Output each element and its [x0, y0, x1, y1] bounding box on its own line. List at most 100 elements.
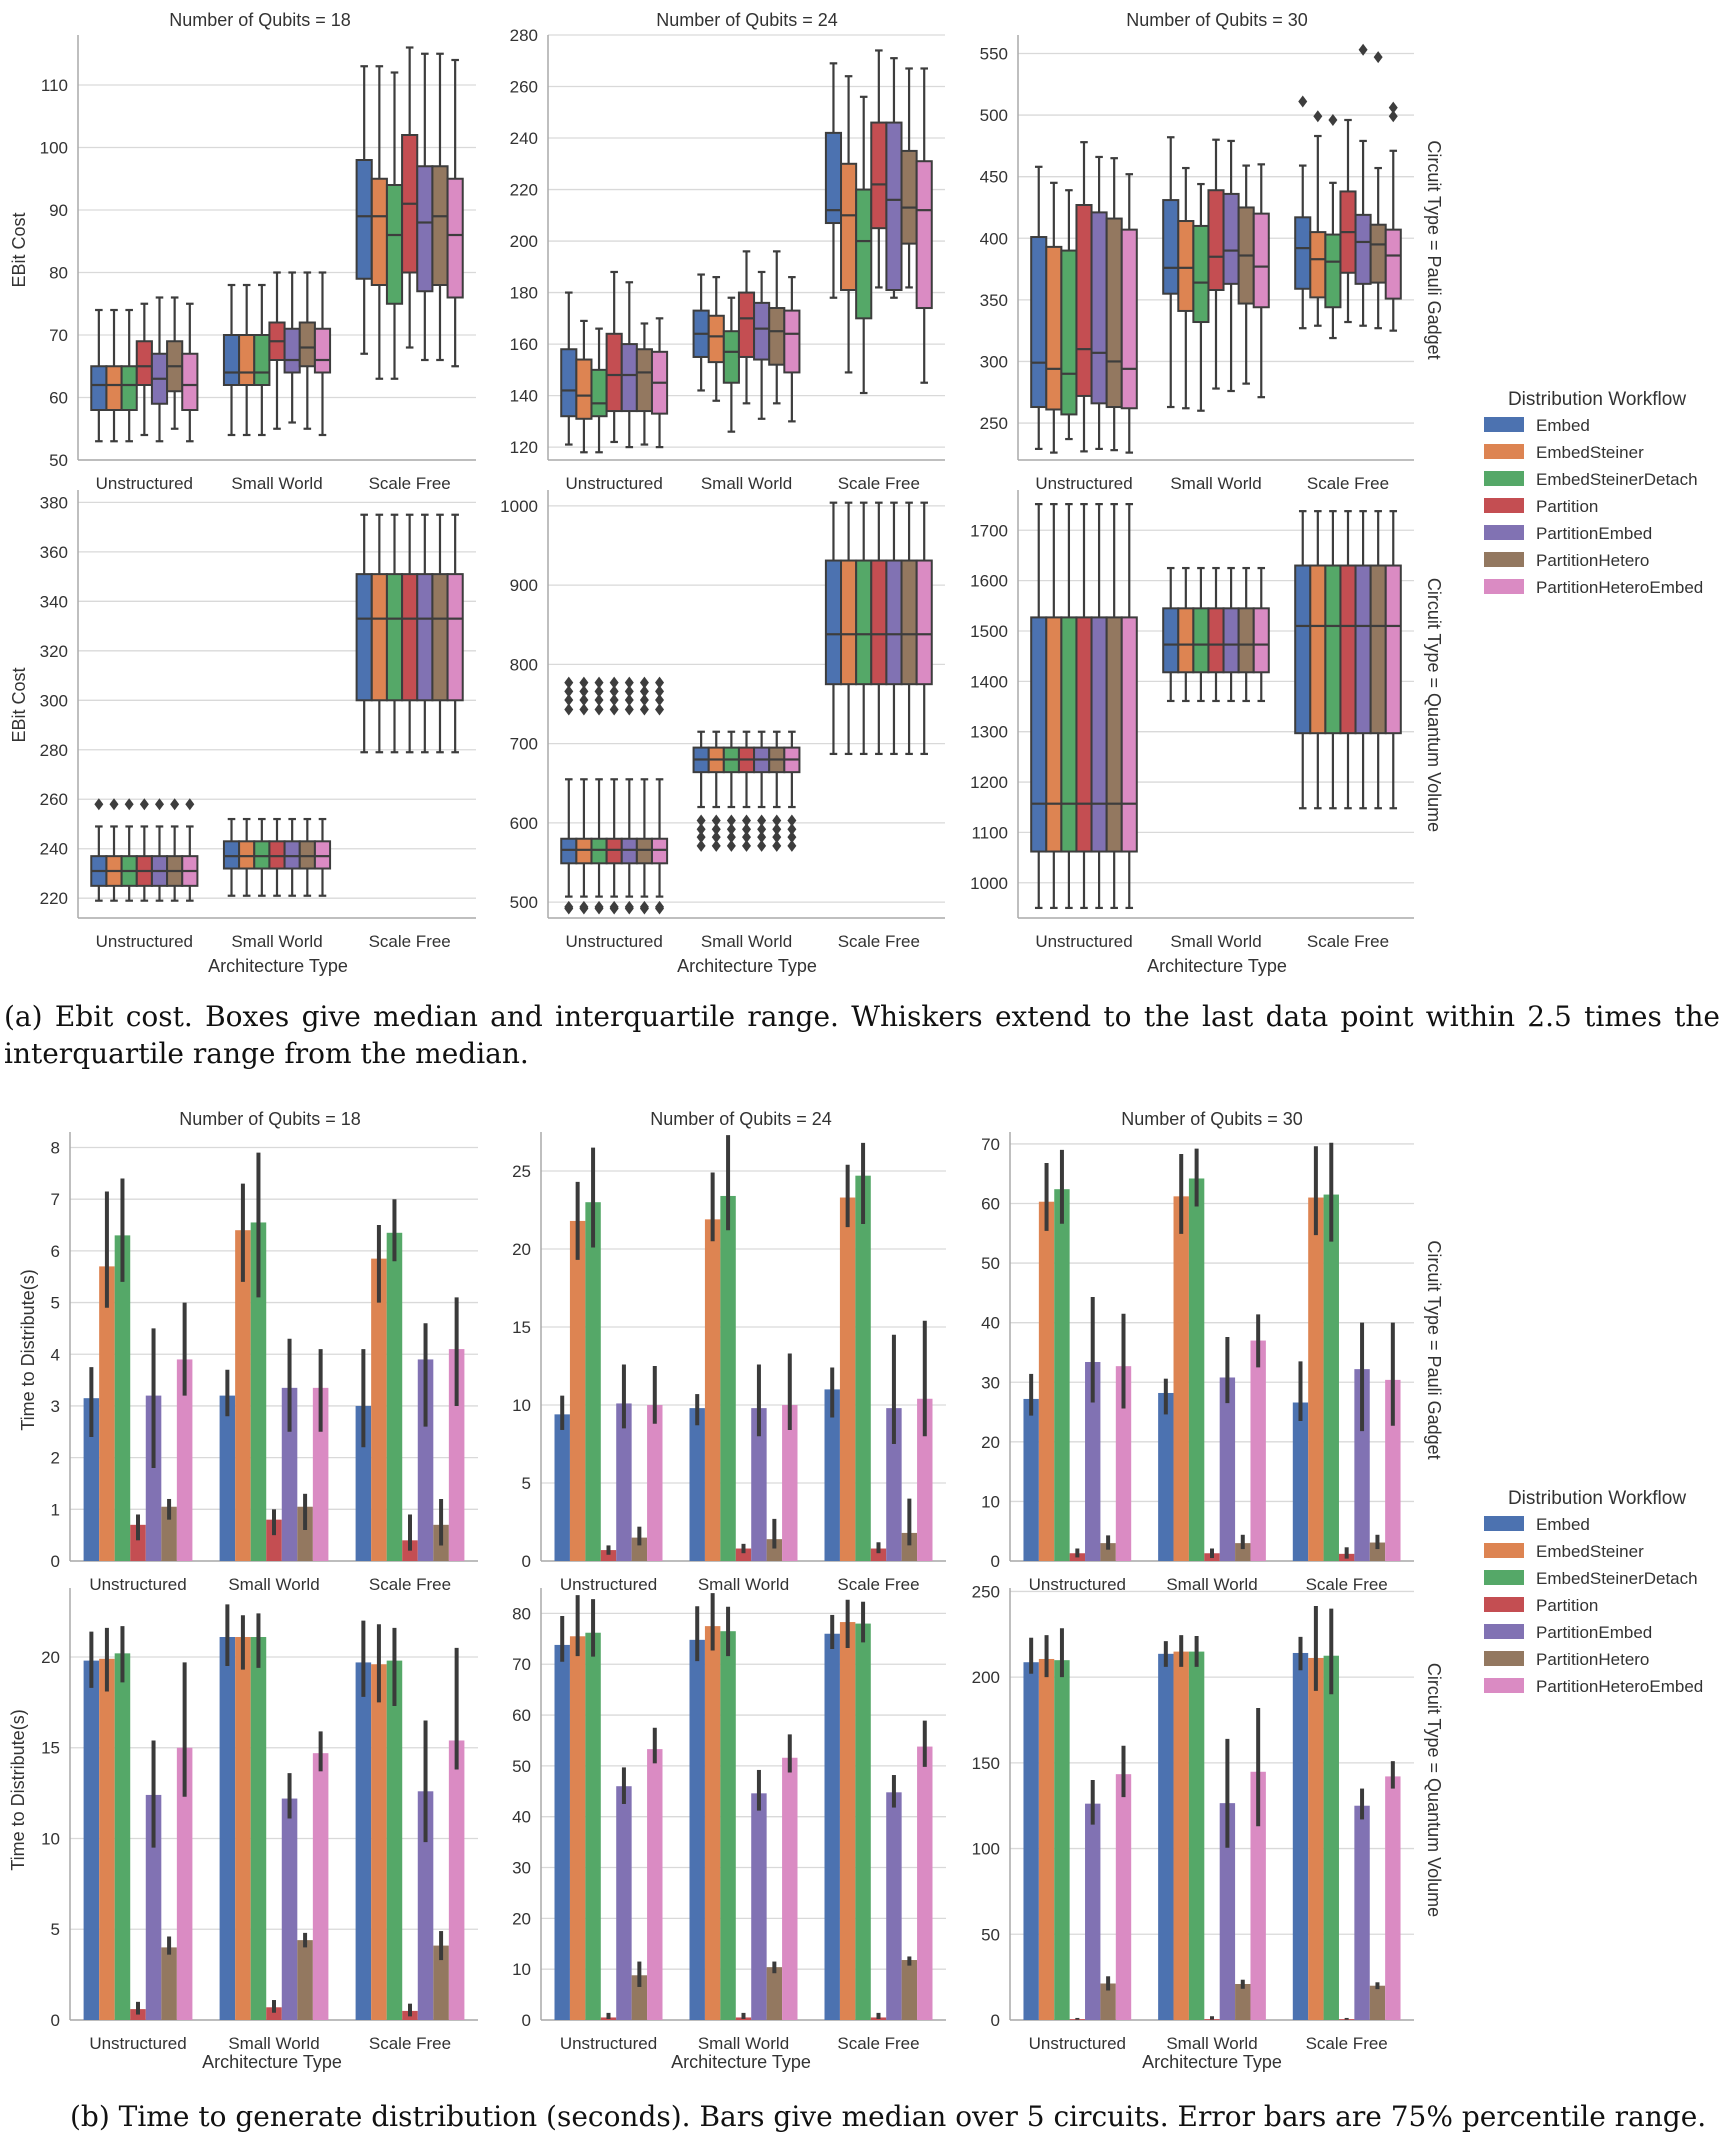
bar-EmbedSteinerDetach: [250, 1637, 267, 2020]
outlier-marker: [609, 685, 619, 698]
box-EmbedSteiner: [105, 365, 123, 411]
bar-panel-6-ytick-label: 200: [972, 1668, 1000, 1687]
bar-panel-3: 0 10 20 30 40 50 60 70 Unstructured Small World Sc…: [981, 1132, 1414, 1594]
outlier-marker: [1328, 114, 1338, 126]
outlier-marker: [154, 798, 164, 811]
box-PartitionHeteroEmbed: [1384, 228, 1402, 300]
outlier-marker: [655, 685, 665, 698]
bar-EmbedSteinerDetach: [855, 1623, 871, 2020]
bar-EmbedSteiner: [371, 1258, 387, 1561]
box-PartitionHeteroEmbed: [783, 309, 801, 374]
box-panel-2-ytick-label: 200: [510, 232, 538, 251]
legend-label-EmbedSteiner: EmbedSteiner: [1536, 1542, 1644, 1561]
legend-title-a: Distribution Workflow: [1508, 389, 1686, 410]
box-panel-6-xtick-label: Small World: [1170, 932, 1261, 951]
outlier-marker: [139, 798, 149, 811]
box-PartitionHetero: [298, 321, 316, 368]
bar-EmbedSteiner: [371, 1664, 387, 2020]
outlier-marker: [696, 823, 706, 836]
outlier-marker: [655, 900, 665, 913]
box-panel-2-ytick-label: 160: [510, 335, 538, 354]
box-EmbedSteinerDetach: [855, 188, 873, 320]
bar-PartitionHeteroEmbed: [782, 1405, 798, 1561]
box-EmbedSteinerDetach: [590, 368, 608, 418]
bar-PartitionEmbed: [145, 1395, 162, 1561]
bar-PartitionHetero: [631, 1537, 648, 1561]
bar-panel-3-ytick-label: 60: [981, 1195, 1000, 1214]
legend-swatch-EmbedSteiner: [1484, 1543, 1524, 1558]
bar-PartitionHetero: [1235, 1543, 1251, 1561]
outlier-marker: [1373, 51, 1383, 64]
outlier-marker: [1388, 110, 1398, 123]
ylabel-b-bottom: Time to Distribute(s): [8, 1709, 28, 1870]
box-panel-6-ytick-label: 1400: [970, 672, 1008, 691]
box-EmbedSteinerDetach: [855, 559, 873, 686]
outlier-marker: [564, 685, 574, 698]
outlier-marker: [564, 694, 574, 707]
box-panel-5-ytick-label: 500: [510, 893, 538, 912]
outlier-marker: [94, 798, 104, 811]
bar-Embed: [219, 1395, 236, 1561]
bar-panel-3-xtick-label: Small World: [1166, 1575, 1257, 1594]
outlier-marker: [609, 694, 619, 707]
box-EmbedSteiner: [1045, 245, 1063, 411]
box-Partition: [737, 291, 756, 358]
bar-panel-2-ytick-label: 25: [512, 1162, 531, 1181]
bar-EmbedSteinerDetach: [720, 1631, 736, 2020]
box-panel-3-xtick-label: Unstructured: [1035, 474, 1132, 493]
bar-PartitionHeteroEmbed: [1385, 1379, 1401, 1561]
box-panel-4-ytick-label: 240: [40, 840, 68, 859]
box-panel-5-ytick-label: 600: [510, 814, 538, 833]
box-PartitionEmbed: [1354, 564, 1372, 735]
bar-PartitionHetero: [901, 1960, 918, 2020]
box-PartitionHeteroEmbed: [446, 177, 464, 299]
box-panel-2: 120 140 160 180 200 220 240 260 280 Unstructured S…: [510, 26, 945, 493]
box-Embed: [355, 159, 373, 280]
bar-panel-5-xtick-label: Small World: [698, 2034, 789, 2053]
bar-PartitionHetero: [1100, 1543, 1116, 1561]
box-PartitionEmbed: [1354, 213, 1372, 285]
outlier-marker: [594, 676, 604, 689]
box-panel-2-ytick-label: 260: [510, 78, 538, 97]
box-panel-2-ytick-label: 120: [510, 438, 538, 457]
outlier-marker: [1298, 95, 1308, 108]
bar-panel-3-ytick-label: 0: [991, 1552, 1000, 1571]
box-PartitionHeteroEmbed: [915, 559, 933, 686]
bar-PartitionHeteroEmbed: [917, 1746, 933, 2020]
bar-EmbedSteiner: [1173, 1196, 1189, 1561]
box-panel-6-ytick-label: 1600: [970, 572, 1008, 591]
bar-PartitionEmbed: [281, 1798, 298, 2020]
bar-PartitionEmbed: [751, 1793, 767, 2020]
box-Partition: [268, 840, 286, 870]
caption-a: (a) Ebit cost. Boxes give median and int…: [4, 1000, 1720, 1070]
bar-PartitionEmbed: [886, 1792, 902, 2020]
outlier-marker: [696, 831, 706, 844]
legend-label-EmbedSteinerDetach: EmbedSteinerDetach: [1536, 1569, 1698, 1588]
bar-Embed: [83, 1398, 100, 1561]
legend-label-Partition: Partition: [1536, 497, 1598, 516]
box-Embed: [90, 365, 108, 411]
bar-Partition: [130, 1524, 146, 1561]
box-panel-3-ytick-label: 450: [980, 168, 1008, 187]
box-Embed: [1030, 236, 1048, 409]
bar-PartitionEmbed: [145, 1794, 162, 2020]
outlier-marker: [624, 703, 634, 716]
bar-PartitionHetero: [631, 1975, 648, 2020]
bar-PartitionHetero: [1235, 1984, 1251, 2020]
outlier-marker: [609, 703, 619, 716]
bar-EmbedSteiner: [1038, 1201, 1055, 1561]
box-panel-6-ytick-label: 1000: [970, 874, 1008, 893]
col-title-b-1: Number of Qubits = 18: [179, 1109, 361, 1129]
bar-EmbedSteiner: [704, 1626, 721, 2020]
outlier-marker: [711, 814, 721, 827]
box-EmbedSteinerDetach: [1192, 607, 1210, 674]
outlier-marker: [757, 831, 767, 844]
bar-PartitionHeteroEmbed: [647, 1405, 663, 1561]
bar-panel-5-ytick-label: 50: [512, 1757, 531, 1776]
box-Embed: [824, 559, 843, 686]
box-PartitionHetero: [1105, 616, 1123, 853]
outlier-marker: [772, 831, 782, 844]
box-panel-1-ytick-label: 60: [49, 389, 68, 408]
bar-PartitionHeteroEmbed: [448, 1740, 465, 2020]
